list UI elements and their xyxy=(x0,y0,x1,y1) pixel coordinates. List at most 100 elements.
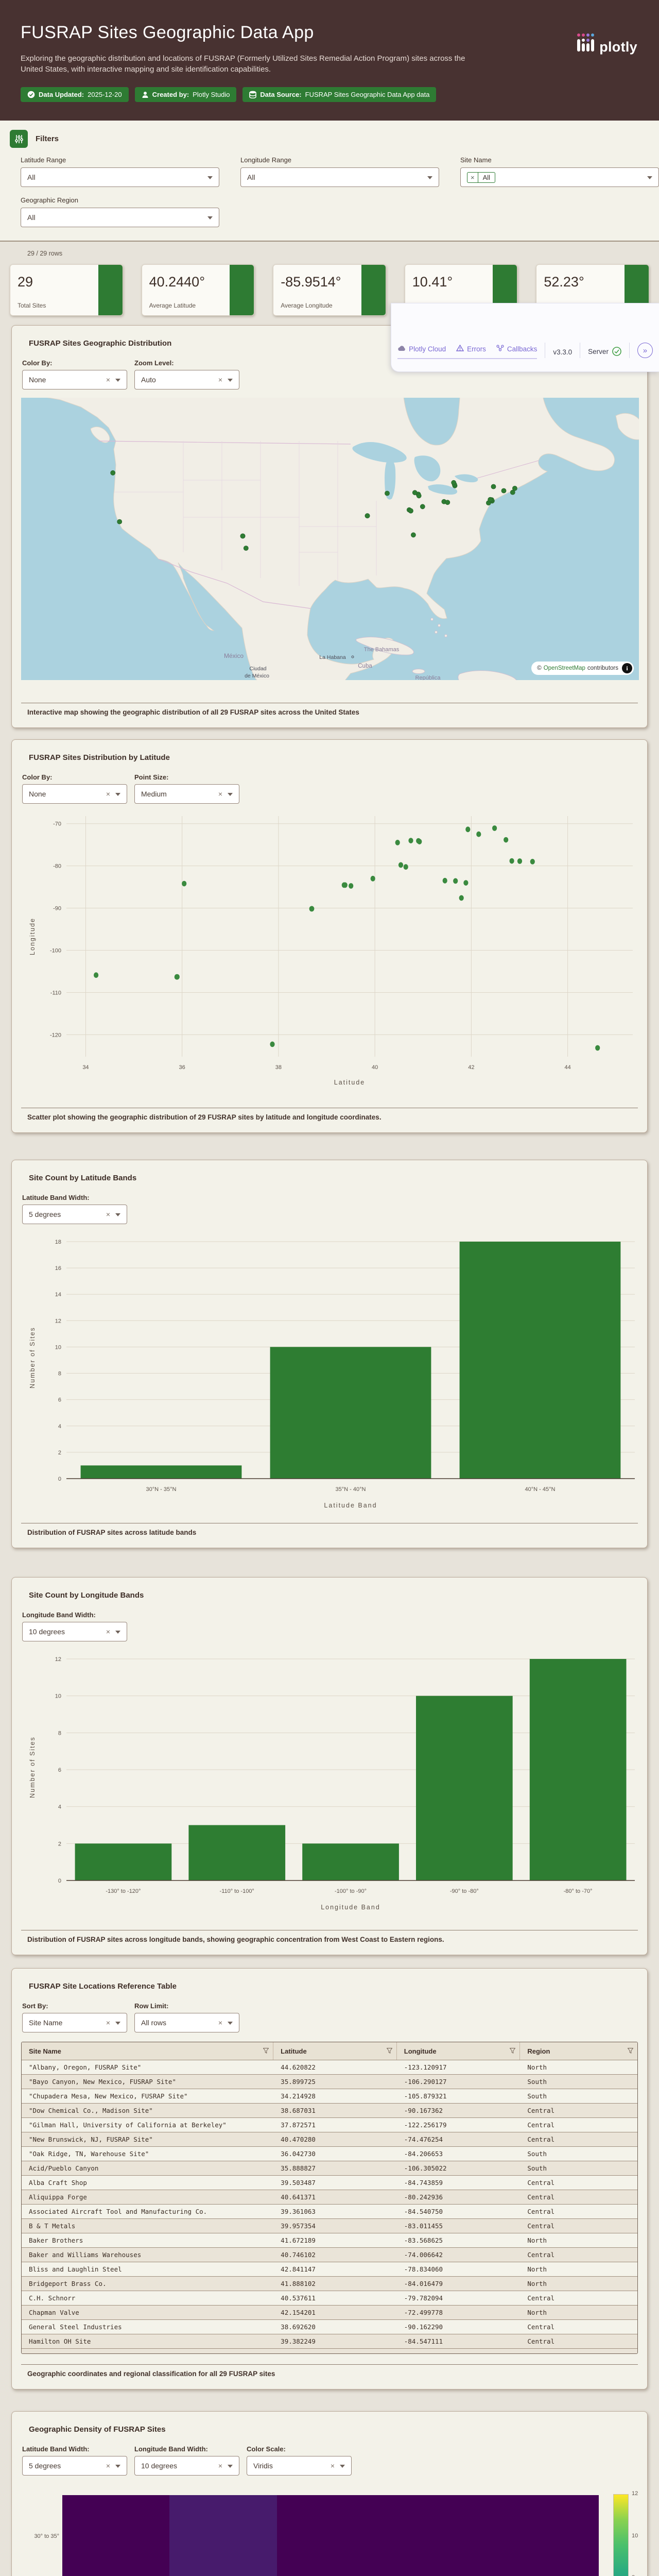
filter-field-site-name: Site Name × All xyxy=(460,156,659,187)
table-row[interactable]: "Albany, Oregon, FUSRAP Site" 44.620822 -1… xyxy=(22,2060,637,2074)
card-reference-table: FUSRAP Site Locations Reference Table So… xyxy=(11,1968,648,2389)
filter-funnel-icon[interactable] xyxy=(263,2047,269,2055)
chevron-down-icon xyxy=(207,176,213,179)
clear-icon[interactable]: × xyxy=(106,2462,110,2470)
site-marker xyxy=(416,493,422,499)
control-select[interactable]: 5 degrees × xyxy=(22,1205,127,1224)
clear-icon[interactable]: × xyxy=(330,2462,335,2470)
filter-funnel-icon[interactable] xyxy=(509,2047,516,2055)
clear-icon[interactable]: × xyxy=(106,376,110,384)
stat-accent-stripe xyxy=(230,265,254,315)
clear-icon[interactable]: × xyxy=(218,2019,222,2027)
column-header-site-name[interactable]: Site Name xyxy=(22,2042,274,2060)
longitude-band-bar-chart[interactable]: 0 2 4 6 8 10 12 -130° to -120° -110° to -100° -10… xyxy=(21,1650,638,1923)
table-row[interactable]: Chapman Valve 42.154201 -72.499778 North xyxy=(22,2305,637,2319)
table-row[interactable]: Acid/Pueblo Canyon 35.888827 -106.305022 So… xyxy=(22,2161,637,2175)
control-select[interactable]: None × xyxy=(22,370,127,389)
cell-site-name: C.H. Schnorr xyxy=(29,2294,76,2302)
clear-icon[interactable]: × xyxy=(106,1628,110,1636)
table-row[interactable]: "Dow Chemical Co., Madison Site" 38.68703… xyxy=(22,2103,637,2117)
column-header-latitude[interactable]: Latitude xyxy=(273,2042,397,2060)
devtools-tab-plotly-cloud[interactable]: Plotly Cloud xyxy=(397,345,446,353)
table-row[interactable]: General Steel Industries 38.692620 -90.162… xyxy=(22,2319,637,2334)
app-subtitle: Exploring the geographic distribution an… xyxy=(21,54,465,74)
longitude-range-select[interactable]: All xyxy=(240,167,439,187)
table-row[interactable]: Associated Aircraft Tool and Manufacturi… xyxy=(22,2204,637,2218)
heatmap-cell[interactable] xyxy=(169,2495,278,2576)
selected-value-chip[interactable]: × All xyxy=(467,172,496,183)
cell-region: South xyxy=(527,2078,547,2086)
latitude-range-select[interactable]: All xyxy=(21,167,219,187)
svg-text:-90: -90 xyxy=(53,906,61,912)
clear-icon[interactable]: × xyxy=(106,790,110,798)
table-row[interactable]: Hamilton OH Site 39.382249 -84.547111 Centr… xyxy=(22,2334,637,2348)
control-select[interactable]: Medium × xyxy=(134,784,239,804)
control-select[interactable]: 10 degrees × xyxy=(134,2456,239,2476)
table-row[interactable]: "New Brunswick, NJ, FUSRAP Site" 40.47028… xyxy=(22,2132,637,2146)
heatmap-cell[interactable] xyxy=(62,2495,170,2576)
openstreetmap-link[interactable]: OpenStreetMap xyxy=(543,665,585,671)
info-icon[interactable]: i xyxy=(622,663,632,673)
svg-text:14: 14 xyxy=(55,1292,61,1298)
clear-icon[interactable]: × xyxy=(218,376,222,384)
heatmap-cell[interactable] xyxy=(384,2495,492,2576)
clear-icon[interactable]: × xyxy=(218,790,222,798)
table-row[interactable]: Alba Craft Shop 39.503487 -84.743859 Centra… xyxy=(22,2175,637,2190)
filter-funnel-icon[interactable] xyxy=(627,2047,634,2055)
column-header-region[interactable]: Region xyxy=(520,2042,637,2060)
table-row[interactable]: "Gilman Hall, University of California a… xyxy=(22,2117,637,2132)
devtools-tab-errors[interactable]: Errors xyxy=(456,344,486,353)
select-value: All xyxy=(27,213,36,222)
geographic-region-select[interactable]: All xyxy=(21,208,219,227)
control-select[interactable]: None × xyxy=(22,784,127,804)
clear-icon[interactable]: × xyxy=(218,2462,222,2470)
cell-site-name: "Dow Chemical Co., Madison Site" xyxy=(29,2107,153,2114)
control-latitude-band-width: Latitude Band Width: 5 degrees × xyxy=(22,1194,127,1224)
devtools-tab-callbacks[interactable]: Callbacks xyxy=(496,345,537,353)
table-row[interactable]: C.H. Schnorr 40.537611 -79.782094 Central xyxy=(22,2291,637,2305)
filter-funnel-icon[interactable] xyxy=(386,2047,393,2055)
table-row[interactable]: "Bayo Canyon, New Mexico, FUSRAP Site" 35… xyxy=(22,2074,637,2089)
user-icon xyxy=(142,91,149,98)
control-select[interactable]: 5 degrees × xyxy=(22,2456,127,2476)
heatmap-cell[interactable] xyxy=(276,2495,385,2576)
control-label: Color By: xyxy=(22,773,53,781)
site-locations-table[interactable]: Site Name Latitude Longitude Region "Albany,… xyxy=(21,2042,638,2354)
server-status: Server xyxy=(588,347,621,359)
control-select[interactable]: 10 degrees × xyxy=(22,1622,127,1641)
scatter-point xyxy=(504,837,509,843)
control-select[interactable]: All rows × xyxy=(134,2013,239,2032)
table-row[interactable]: Baker Brothers 41.672189 -83.568625 North xyxy=(22,2233,637,2247)
table-row[interactable]: Bridgeport Brass Co. 41.888102 -84.016479 N… xyxy=(22,2276,637,2291)
table-row[interactable]: Aliquippa Forge 40.641371 -80.242936 Centra… xyxy=(22,2190,637,2204)
clear-icon[interactable]: × xyxy=(106,2019,110,2027)
cell-latitude: 40.641371 xyxy=(281,2193,316,2201)
table-row[interactable]: "Oak Ridge, TN, Warehouse Site" 36.042730… xyxy=(22,2146,637,2161)
chip-remove-icon[interactable]: × xyxy=(467,172,478,182)
site-name-select[interactable]: × All xyxy=(460,167,659,187)
table-row[interactable]: Baker and Williams Warehouses 40.746102 -7… xyxy=(22,2247,637,2262)
cell-site-name: "Oak Ridge, TN, Warehouse Site" xyxy=(29,2150,149,2158)
us-sites-map[interactable]: México Ciudad de México La Habana Cuba The Ba… xyxy=(21,398,639,680)
table-row[interactable]: B & T Metals 39.957354 -83.011455 Central xyxy=(22,2218,637,2233)
cell-site-name: Chapman Valve xyxy=(29,2309,79,2316)
site-marker xyxy=(408,508,413,514)
heatmap-cell[interactable] xyxy=(491,2495,599,2576)
scatter-point xyxy=(465,826,471,833)
stat-card-average-latitude: 40.2440° Average Latitude xyxy=(141,264,255,316)
devtools-collapse-button[interactable]: » xyxy=(637,343,653,358)
cell-longitude: -74.006642 xyxy=(404,2251,443,2259)
control-select[interactable]: Viridis × xyxy=(247,2456,352,2476)
lat-lon-scatter-chart[interactable]: 34 36 38 40 42 44 -70 -80 -90 -100 -110 -120 Latitud… xyxy=(21,812,638,1100)
latitude-band-bar-chart[interactable]: 0 2 4 6 8 10 12 14 16 18 30°N - 35°N 35°N - 40°N 40°… xyxy=(21,1232,638,1516)
control-select[interactable]: Site Name × xyxy=(22,2013,127,2032)
site-marker xyxy=(491,484,496,489)
control-select[interactable]: Auto × xyxy=(134,370,239,389)
clear-icon[interactable]: × xyxy=(106,1210,110,1218)
table-row[interactable]: "Chupadera Mesa, New Mexico, FUSRAP Site… xyxy=(22,2089,637,2103)
site-marker xyxy=(510,489,515,495)
column-header-longitude[interactable]: Longitude xyxy=(397,2042,521,2060)
table-row[interactable]: Bliss and Laughlin Steel 42.841147 -78.834… xyxy=(22,2262,637,2276)
density-heatmap-chart[interactable]: 30° to 35°35° to 40°40° to 45°-130° to -… xyxy=(21,2484,638,2576)
